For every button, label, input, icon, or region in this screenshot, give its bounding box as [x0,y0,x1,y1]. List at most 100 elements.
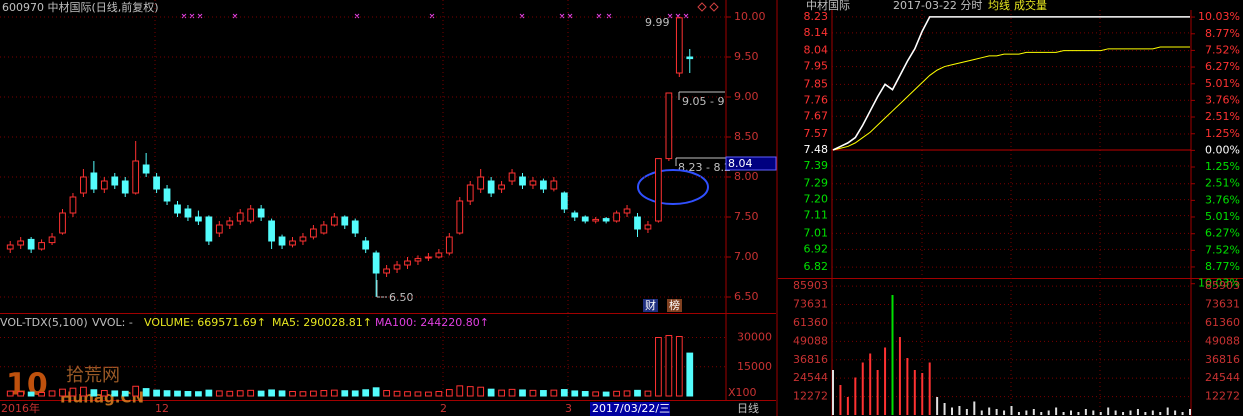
y-tick-label: 8.50 [734,130,759,143]
finance-label[interactable]: 财 [645,298,656,312]
volume-bar [132,385,140,397]
volume-bar [236,390,244,397]
volume-bar [38,391,45,397]
date-label: 3 [565,402,572,415]
volume-bar [351,390,359,397]
level-annotation: 9.05 - 9 [682,95,724,108]
y2-tick-label: 1.25% [1205,127,1240,140]
rank-label[interactable]: 榜 [669,298,680,312]
price-line [832,16,1190,151]
candle-body [435,252,443,258]
candle-body [571,212,579,218]
y-tick-label: 7.48 [804,143,829,156]
volume-bar [571,390,579,397]
level-bracket [678,91,725,100]
y2-tick-label: 1.25% [1205,160,1240,173]
vol-indicator: VOL-TDX(5,100) [0,316,88,329]
y2-tick-label: 24544 [1205,371,1240,384]
candle-body [330,216,338,226]
candle-body [581,216,589,222]
candle-body [644,224,652,230]
volume-bar [6,390,14,397]
candle-body [592,218,600,222]
candle-body [226,220,234,226]
candle-body [153,176,160,190]
volume-bar [623,390,631,397]
candle-body [289,240,296,246]
candle-body [529,180,537,186]
candle-body [80,176,87,194]
date-label: 2 [440,402,447,415]
intraday-vol-label: 成交量 [1014,0,1047,12]
finance-badge[interactable] [643,299,658,312]
candle-body [310,228,317,238]
candle-body [215,224,223,234]
volume-bar [195,391,202,397]
volume-bar [330,389,338,397]
nav-diamonds[interactable] [697,2,719,12]
volume-bar [111,390,119,397]
y2-tick-label: 85903 [1205,279,1240,292]
candle-body [445,236,453,254]
watermark-site: 拾荒网 [66,365,120,386]
volume-bar [675,336,683,397]
y-tick-label: 7.95 [804,60,829,73]
y2-tick-label: 49088 [1205,334,1240,347]
candle-body [163,188,171,202]
volume-bar [560,389,568,397]
candle-body [111,176,119,186]
volume-bar [48,390,56,397]
period-label: 日线 [737,401,759,415]
volume-bar [644,390,652,397]
volume-bar [519,389,526,397]
candle-body [205,216,213,242]
y-tick-label: 7.57 [804,127,829,140]
y-tick-label: 7.50 [734,210,759,223]
cursor-date: 2017/03/22/三 [592,402,670,415]
y2-tick-label: 7.52% [1205,243,1240,256]
candle-body [195,216,202,222]
high-annotation: 9.99 [645,16,670,29]
candle-body [623,208,631,214]
y2-tick-label: 2.51% [1205,177,1240,190]
candle-body [247,208,255,222]
candle-body [393,264,401,270]
y2-tick-label: 8.77% [1205,260,1240,273]
volume-bar [414,391,422,397]
volume-bar [508,388,516,397]
candle-body [341,216,349,226]
y-tick-label: 61360 [793,316,828,329]
y2-tick-label: 0.00% [1205,143,1240,156]
event-markers [181,13,689,19]
candle-body [602,218,610,222]
y-tick-label: 6.50 [734,290,759,303]
y-tick-label: 73631 [793,298,828,311]
rank-badge[interactable] [667,299,682,312]
candle-body [686,56,694,60]
candle-body [132,160,140,194]
y-tick-label: 7.00 [734,250,759,263]
volume-bar [634,389,641,397]
y2-tick-label: 3.76% [1205,193,1240,206]
y-tick-label: 8.14 [804,26,829,39]
volume-bar [466,386,474,397]
candle-body [59,212,66,234]
candle-body [362,240,370,250]
y-tick-label: 7.01 [804,226,829,239]
volume-bar [310,390,317,397]
volume-bar [184,391,192,397]
candle-body [519,176,526,186]
volume-bar [90,389,98,397]
y2-tick-label: 8.77% [1205,27,1240,40]
candle-body [236,212,244,222]
candle-body [414,258,422,262]
candle-body [675,17,683,74]
vol-volume: VOLUME: 669571.69↑ [144,316,266,329]
candle-body [268,220,275,242]
volume-bar [59,388,66,397]
candle-body [404,260,411,266]
volume-bar [477,386,485,397]
volume-bar [174,390,181,397]
y-tick-label: 15000 [737,360,772,373]
